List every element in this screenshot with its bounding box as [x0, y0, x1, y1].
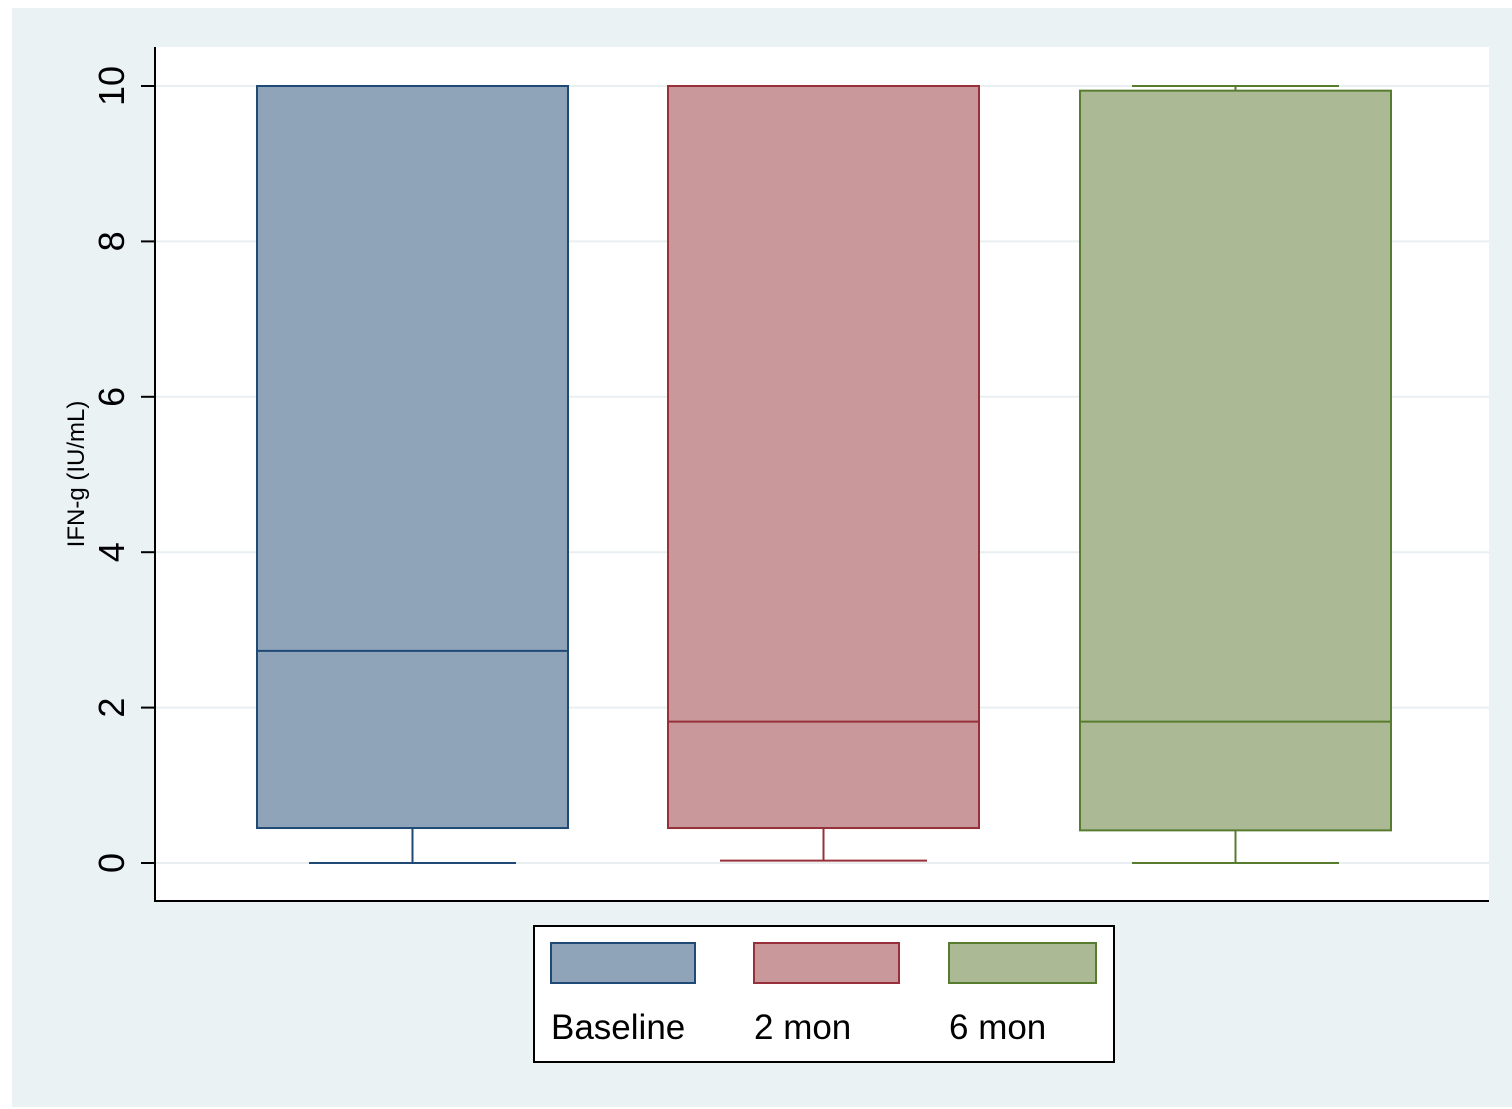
boxes: [256, 85, 1392, 864]
y-tick-label: 8: [91, 231, 132, 251]
box-1: [667, 85, 980, 862]
iqr-box: [256, 85, 569, 830]
iqr-box: [1079, 89, 1392, 832]
y-tick-label: 0: [91, 853, 132, 873]
legend-key-0: [550, 942, 696, 984]
y-axis-title: IFN-g (IU/mL): [63, 401, 90, 548]
box-0: [256, 85, 569, 864]
y-tick-label: 2: [91, 698, 132, 718]
iqr-box: [667, 85, 980, 830]
legend-key-1: [753, 942, 900, 984]
box-2: [1079, 85, 1392, 864]
y-tick-label: 6: [91, 387, 132, 407]
legend-label-0: Baseline: [551, 1008, 685, 1047]
legend: Baseline 2 mon 6 mon: [533, 925, 1115, 1063]
y-ticks: 0 2 4 6 8 10: [91, 66, 155, 873]
legend-label-1: 2 mon: [754, 1008, 851, 1047]
y-tick-label: 4: [91, 542, 132, 562]
legend-label-2: 6 mon: [949, 1008, 1046, 1047]
y-tick-label: 10: [91, 66, 132, 106]
legend-key-2: [948, 942, 1097, 984]
